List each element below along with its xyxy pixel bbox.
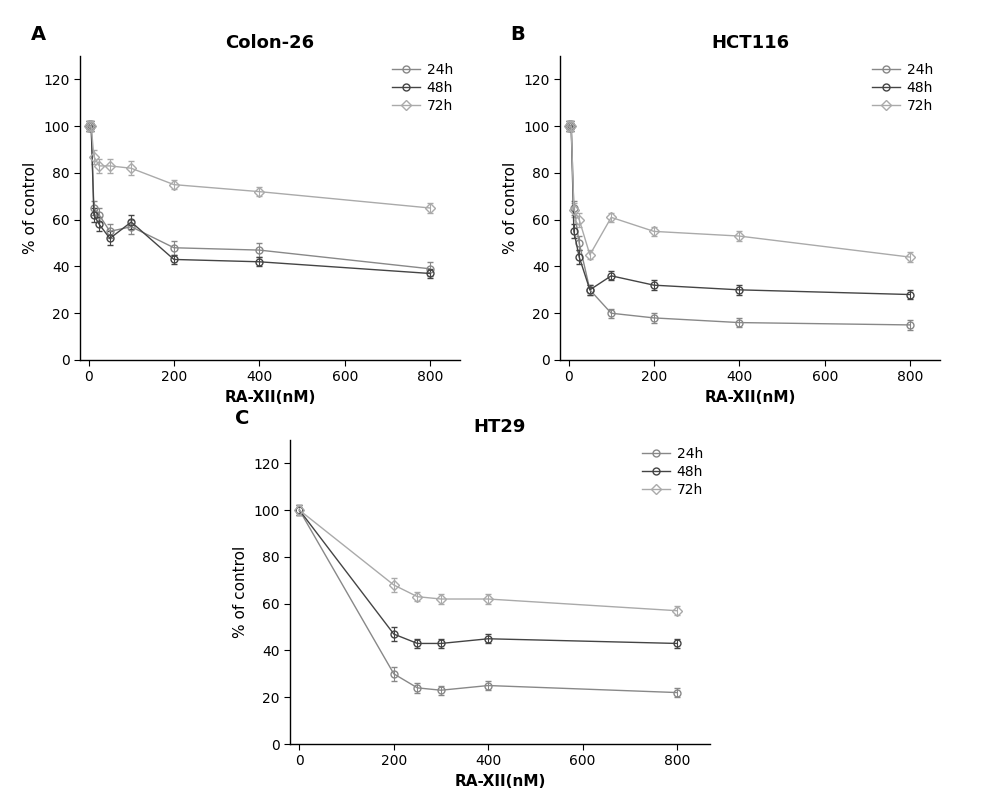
Legend: 24h, 48h, 72h: 24h, 48h, 72h bbox=[392, 63, 453, 114]
Text: B: B bbox=[511, 25, 525, 44]
Title: Colon-26: Colon-26 bbox=[225, 34, 315, 52]
X-axis label: RA-XII(nM): RA-XII(nM) bbox=[704, 390, 796, 405]
Text: A: A bbox=[31, 25, 46, 44]
Y-axis label: % of control: % of control bbox=[23, 162, 38, 254]
Legend: 24h, 48h, 72h: 24h, 48h, 72h bbox=[642, 447, 703, 498]
Y-axis label: % of control: % of control bbox=[233, 546, 248, 638]
X-axis label: RA-XII(nM): RA-XII(nM) bbox=[454, 774, 546, 789]
Y-axis label: % of control: % of control bbox=[503, 162, 518, 254]
Text: C: C bbox=[235, 409, 250, 428]
Title: HCT116: HCT116 bbox=[711, 34, 789, 52]
Title: HT29: HT29 bbox=[474, 418, 526, 436]
Legend: 24h, 48h, 72h: 24h, 48h, 72h bbox=[872, 63, 933, 114]
X-axis label: RA-XII(nM): RA-XII(nM) bbox=[224, 390, 316, 405]
